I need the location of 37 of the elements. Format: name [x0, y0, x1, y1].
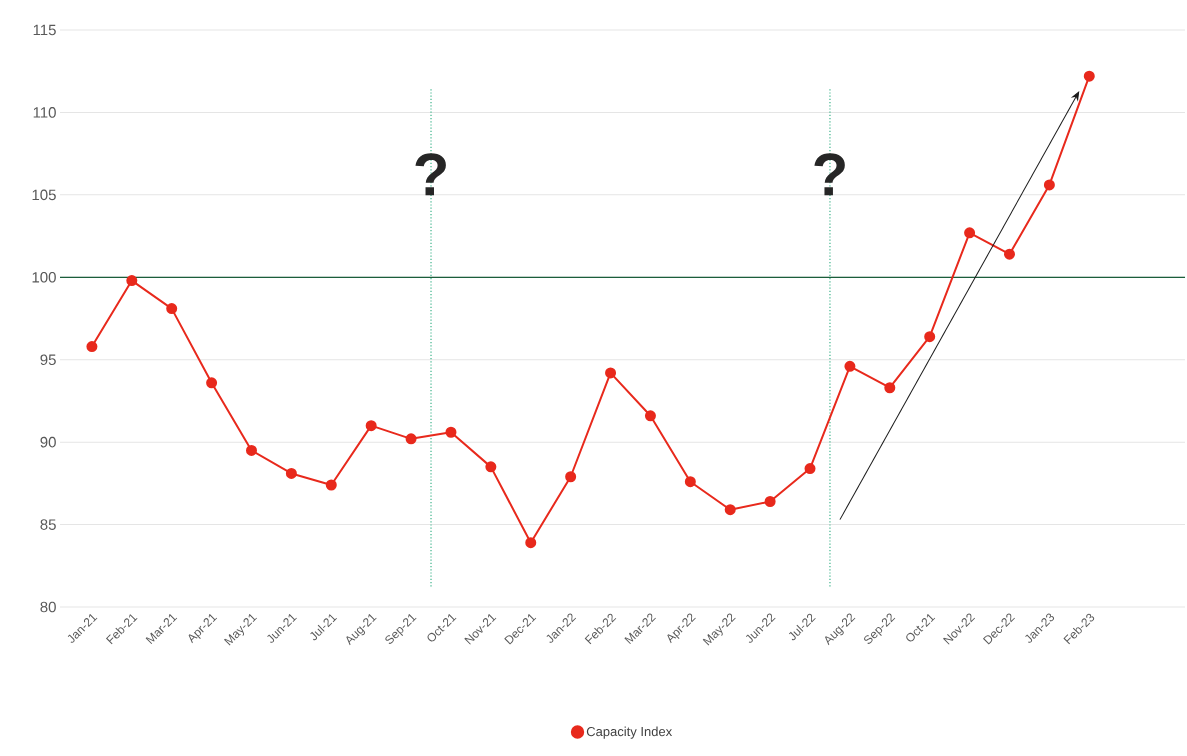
point	[684, 476, 696, 488]
point	[525, 537, 537, 549]
point	[1083, 70, 1095, 82]
annotation: ?	[415, 153, 446, 196]
y-tick-label: 110	[33, 107, 56, 118]
point	[246, 444, 257, 456]
point	[126, 275, 138, 287]
point	[86, 341, 98, 353]
y-tick-label: 115	[33, 24, 56, 36]
point	[964, 227, 976, 239]
point	[924, 331, 936, 343]
point	[405, 433, 417, 445]
y-tick-label: 80	[40, 601, 56, 613]
point	[285, 467, 297, 479]
y-tick-label: 100	[32, 271, 56, 283]
point	[445, 426, 457, 438]
point	[804, 463, 816, 475]
y-tick-label: 90	[40, 436, 56, 448]
point	[844, 360, 856, 372]
y-tick-label: 105	[32, 189, 56, 201]
point	[764, 495, 776, 507]
point	[605, 367, 617, 379]
point	[1043, 179, 1055, 191]
point	[644, 410, 656, 422]
point	[485, 461, 497, 473]
point	[166, 303, 178, 315]
point	[365, 420, 377, 432]
legend-label: Capacity Index	[586, 726, 673, 739]
point	[325, 479, 337, 491]
y-tick-label: 85	[40, 519, 56, 530]
y-tick-label: 95	[40, 354, 56, 366]
point	[1003, 248, 1015, 260]
point	[206, 377, 218, 389]
point	[724, 504, 736, 516]
point	[565, 471, 577, 483]
point	[884, 382, 896, 394]
annotation: ?	[814, 153, 845, 196]
